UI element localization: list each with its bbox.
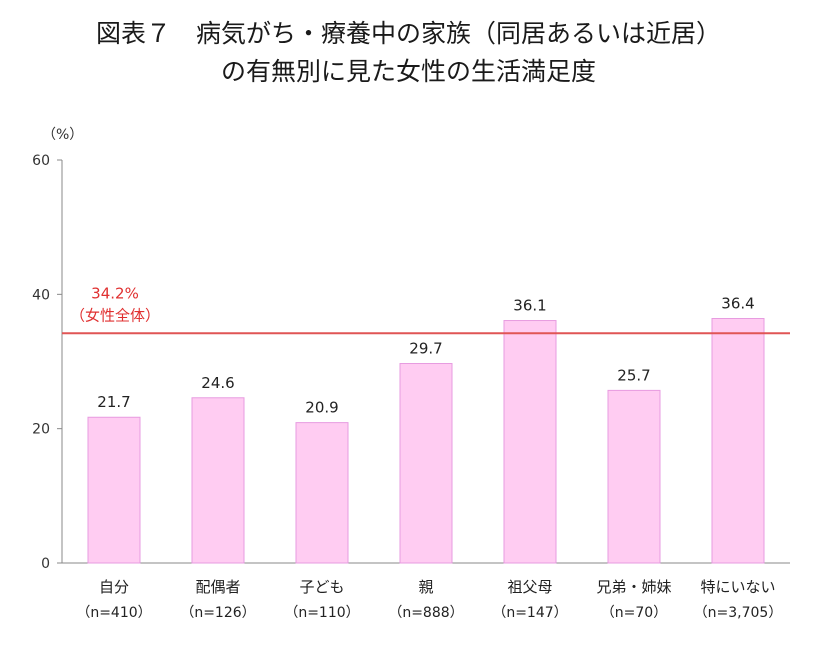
bar-value-label: 25.7 [617, 366, 650, 384]
x-sample-size-label: （n=70） [601, 605, 667, 621]
y-tick-label: 0 [41, 556, 50, 572]
chart-title-line-2: の有無別に見た女性の生活満足度 [220, 57, 596, 86]
x-sample-size-label: （n=888） [388, 605, 463, 621]
bar [399, 363, 453, 564]
x-sample-size-label: （n=3,705） [694, 605, 783, 621]
bar [503, 320, 557, 564]
y-tick-label: 40 [32, 287, 50, 303]
x-category-label: 特にいない [700, 578, 775, 596]
y-tick-label: 60 [32, 153, 50, 169]
x-category-label: 自分 [99, 578, 129, 596]
x-sample-size-label: （n=147） [492, 605, 567, 621]
x-sample-size-label: （n=126） [180, 605, 255, 621]
y-tick-label: 20 [32, 422, 50, 438]
bar-value-label: 36.1 [513, 297, 546, 315]
bar [87, 416, 141, 564]
bar-value-label: 20.9 [305, 399, 338, 417]
bar-value-label: 36.4 [721, 295, 754, 313]
x-sample-size-label: （n=110） [284, 605, 359, 621]
reference-line-value-label: 34.2% [91, 284, 139, 302]
x-category-label: 子ども [299, 578, 344, 596]
reference-line-text-label: （女性全体） [70, 306, 160, 324]
x-category-label: 祖父母 [507, 578, 552, 596]
x-category-label: 配偶者 [195, 578, 240, 596]
bar [191, 397, 245, 564]
bar [711, 318, 765, 564]
chart-title-line-1: 図表７ 病気がち・療養中の家族（同居あるいは近居） [95, 19, 721, 48]
bar [607, 389, 661, 564]
y-axis-unit-label: （%） [42, 127, 83, 143]
x-sample-size-label: （n=410） [76, 605, 151, 621]
bar-value-label: 29.7 [409, 340, 442, 358]
x-category-label: 親 [418, 578, 433, 596]
x-category-label: 兄弟・姉妹 [596, 578, 671, 596]
bar-value-label: 24.6 [201, 374, 234, 392]
bar [295, 422, 349, 564]
bar-value-label: 21.7 [97, 393, 130, 411]
